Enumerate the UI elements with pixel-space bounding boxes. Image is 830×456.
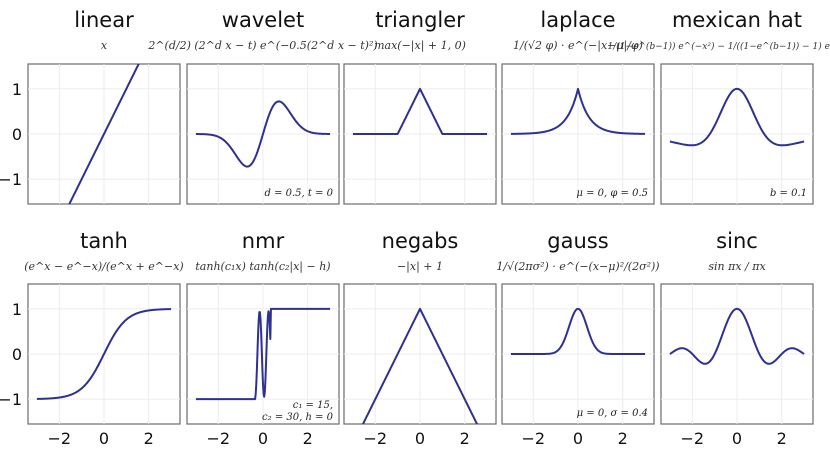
x-tick-label: −2 [363, 429, 387, 448]
panel-formula: (e^x − e^−x)/(e^x + e^−x) [24, 260, 183, 273]
x-tick-label: 0 [415, 429, 425, 448]
panel-tanh: tanh (e^x − e^−x)/(e^x + e^−x) 1 0 −1 −2 0 2 [0, 229, 184, 448]
x-tick-label: 0 [573, 429, 583, 448]
x-tick-label: 2 [303, 429, 313, 448]
panel-formula: x [101, 39, 108, 52]
panel-params: μ = 0, φ = 0.5 [576, 188, 648, 199]
panel-title: triangler [375, 8, 465, 32]
panel-gauss: gauss 1/√(2πσ²) · e^(−(x−μ)²/(2σ²)) μ = 0,… [496, 229, 659, 448]
panel-formula: 2^(d/2) (2^d x − t) e^(−0.5(2^d x − t)²) [147, 39, 377, 52]
panel-negabs: negabs −|x| + 1 −2 0 2 [343, 229, 497, 448]
series-line [68, 64, 140, 204]
panel-wavelet: wavelet 2^(d/2) (2^d x − t) e^(−0.5(2^d x… [147, 8, 378, 205]
series-line [195, 100, 331, 168]
panel-laplace: laplace 1/(√2 φ) · e^(−|x−μ|/φ) μ = 0, φ =… [501, 8, 655, 205]
series-line [510, 87, 646, 135]
panel-linear: linear x 1 0 −1 [0, 8, 181, 205]
y-tick-label: −1 [0, 170, 22, 189]
panel-formula: tanh(c₁x) tanh(c₂|x| − h) [195, 260, 330, 274]
panel-params: c₁ = 15, [293, 400, 333, 411]
y-tick-label: 1 [12, 80, 22, 99]
panel-title: sinc [716, 229, 758, 253]
panel-title: nmr [242, 229, 285, 253]
panel-sinc: sinc sin πx / πx −2 0 2 [660, 229, 814, 448]
x-tick-label: −2 [521, 429, 545, 448]
panel-title: gauss [547, 229, 608, 253]
panel-title: laplace [540, 8, 615, 32]
panel-title: wavelet [222, 8, 304, 32]
panel-triangler: triangler max(−|x| + 1, 0) [343, 8, 497, 205]
panel-formula: sin πx / πx [708, 260, 766, 273]
y-tick-label: −1 [0, 390, 22, 409]
x-tick-label: 0 [258, 429, 268, 448]
panel-formula: −|x| + 1 [397, 260, 443, 274]
gridlines [28, 64, 180, 204]
panel-title: linear [74, 8, 134, 32]
x-tick-label: −2 [680, 429, 704, 448]
x-tick-label: 2 [618, 429, 628, 448]
panel-formula: 1/(√2 φ) · e^(−|x−μ|/φ) [513, 39, 643, 53]
panel-params: d = 0.5, t = 0 [264, 188, 333, 199]
panel-nmr: nmr tanh(c₁x) tanh(c₂|x| − h) c₁ = 15,c₂ =… [186, 229, 340, 448]
x-tick-label: −2 [47, 429, 71, 448]
panel-title: mexican hat [672, 8, 802, 32]
x-tick-label: 2 [144, 429, 154, 448]
y-tick-label: 0 [12, 345, 22, 364]
x-tick-label: 0 [99, 429, 109, 448]
x-tick-label: 0 [732, 429, 742, 448]
series-line [510, 307, 646, 355]
panel-params: μ = 0, σ = 0.4 [577, 408, 648, 419]
x-tick-label: 2 [777, 429, 787, 448]
panel-title: negabs [382, 229, 459, 253]
y-tick-label: 1 [12, 300, 22, 319]
series-line [195, 307, 331, 401]
series-line [352, 87, 488, 135]
series-line [36, 308, 172, 400]
panel-params: b = 0.1 [770, 188, 807, 199]
panel-title: tanh [80, 229, 128, 253]
y-tick-label: 0 [12, 125, 22, 144]
series-line [669, 307, 805, 365]
x-tick-label: 2 [460, 429, 470, 448]
series-line [361, 307, 479, 424]
x-tick-label: −2 [206, 429, 230, 448]
panel-mexican-hat: mexican hat 1/(1−e^(b−1)) e^(−x²) − 1/((1… [608, 8, 830, 205]
panel-formula: 1/(1−e^(b−1)) e^(−x²) − 1/((1−e^(b−1)) −… [608, 41, 830, 52]
series-line [669, 87, 805, 147]
gridlines [28, 284, 180, 424]
panel-formula: 1/√(2πσ²) · e^(−(x−μ)²/(2σ²)) [496, 260, 659, 273]
panel-formula: max(−|x| + 1, 0) [374, 39, 466, 53]
panel-params: c₂ = 30, h = 0 [262, 412, 334, 423]
